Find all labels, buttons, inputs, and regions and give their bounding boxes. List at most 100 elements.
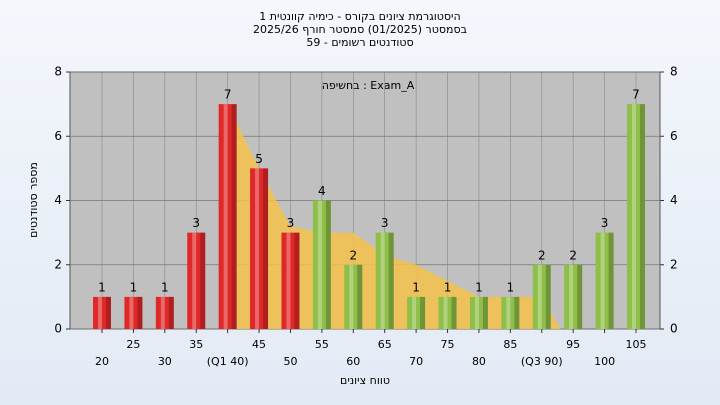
bar-shade [231,104,237,329]
bar-highlight [98,296,102,329]
data-label: 1 [444,280,452,294]
bar [344,264,363,329]
x-tick-label: 80 [472,355,486,368]
bar-shade [200,232,206,329]
data-label: 1 [130,280,138,294]
x-tick-label: 100 [594,355,615,368]
bar-shade [640,104,645,329]
bar [407,296,426,329]
bar-shade [388,232,394,329]
data-label: 2 [538,248,546,262]
x-tick-label: (Q1 40) [207,355,249,368]
bar [532,264,551,329]
y-tick-label: 4 [54,193,62,207]
data-label: 7 [632,88,640,102]
data-label: 7 [224,88,232,102]
bar [250,168,269,329]
x-tick-label: (Q3 90) [521,355,563,368]
bar-highlight [286,232,291,329]
x-tick-label: 105 [626,338,647,351]
y2-tick-label: 4 [670,193,678,207]
bar-shade [325,200,331,329]
bar-shade [608,232,614,329]
bar-shade [263,168,269,329]
bar-shade [577,264,583,329]
data-label: 2 [349,248,357,262]
area [227,104,561,329]
y2-tick-label: 8 [670,65,678,79]
y-tick-label: 0 [54,322,62,336]
bar-highlight [412,296,417,329]
bar-shade [294,232,300,329]
x-tick-label: 70 [409,355,423,368]
y2-tick-label: 6 [670,129,678,143]
bar-shade [545,264,551,329]
y-axis-label: מספר סטודנטים [27,162,40,238]
bar-highlight [569,264,574,329]
bar [124,296,143,329]
y-tick-label: 6 [54,129,62,143]
data-label: 1 [412,280,420,294]
x-tick-label: 25 [126,338,140,351]
bar-highlight [129,296,134,329]
bar-shade [420,296,426,329]
bar-shade [168,296,174,329]
data-label: 2 [569,248,577,262]
bar-highlight [443,296,448,329]
y2-tick-label: 0 [670,322,678,336]
title-line: בסמסטר (01/2025) סמסטר חורף 2025/26 [253,23,467,36]
bar-highlight [223,104,228,329]
x-tick-label: 65 [378,338,392,351]
data-label: 1 [98,280,106,294]
bar [501,296,520,329]
data-label: 1 [161,280,169,294]
x-tick-label: 55 [315,338,329,351]
bar-shade [451,296,457,329]
data-label: 4 [318,184,326,198]
x-tick-label: 75 [441,338,455,351]
x-tick-label: 60 [346,355,360,368]
bar-highlight [317,200,322,329]
data-label: 1 [475,280,483,294]
x-tick-label: 50 [283,355,297,368]
bar [595,232,614,329]
bar-shade [482,296,488,329]
data-label: 3 [601,216,609,230]
annotation: בחשיפה : Exam_A [322,79,415,92]
title-line: היסטוגרמת ציונים בקורס - כימיה קוונטית 1 [259,10,460,23]
bar [438,296,457,329]
title-line: סטודנטים רשומים - 59 [306,36,413,49]
bar [93,296,111,329]
bar-highlight [380,232,385,329]
bar-shade [514,296,520,329]
y2-tick-label: 2 [670,257,678,271]
bar [187,232,206,329]
y-tick-label: 8 [54,65,62,79]
data-label: 1 [507,280,515,294]
bar-highlight [192,232,197,329]
bar [564,264,583,329]
bar-highlight [255,168,260,329]
bar [218,104,237,329]
bar-highlight [600,232,605,329]
bar-shade [357,264,363,329]
x-tick-label: 95 [566,338,580,351]
bar-highlight [632,104,636,329]
bar-highlight [506,296,511,329]
bar-shade [106,296,111,329]
bar [281,232,300,329]
bar-highlight [474,296,479,329]
x-tick-label: 45 [252,338,266,351]
bar [312,200,331,329]
bar-shade [137,296,143,329]
data-label: 5 [255,152,263,166]
bar [469,296,488,329]
bar-highlight [160,296,165,329]
bar [627,104,645,329]
bar [155,296,174,329]
x-tick-label: 20 [95,355,109,368]
bar [375,232,394,329]
x-tick-label: 35 [189,338,203,351]
data-label: 3 [192,216,200,230]
